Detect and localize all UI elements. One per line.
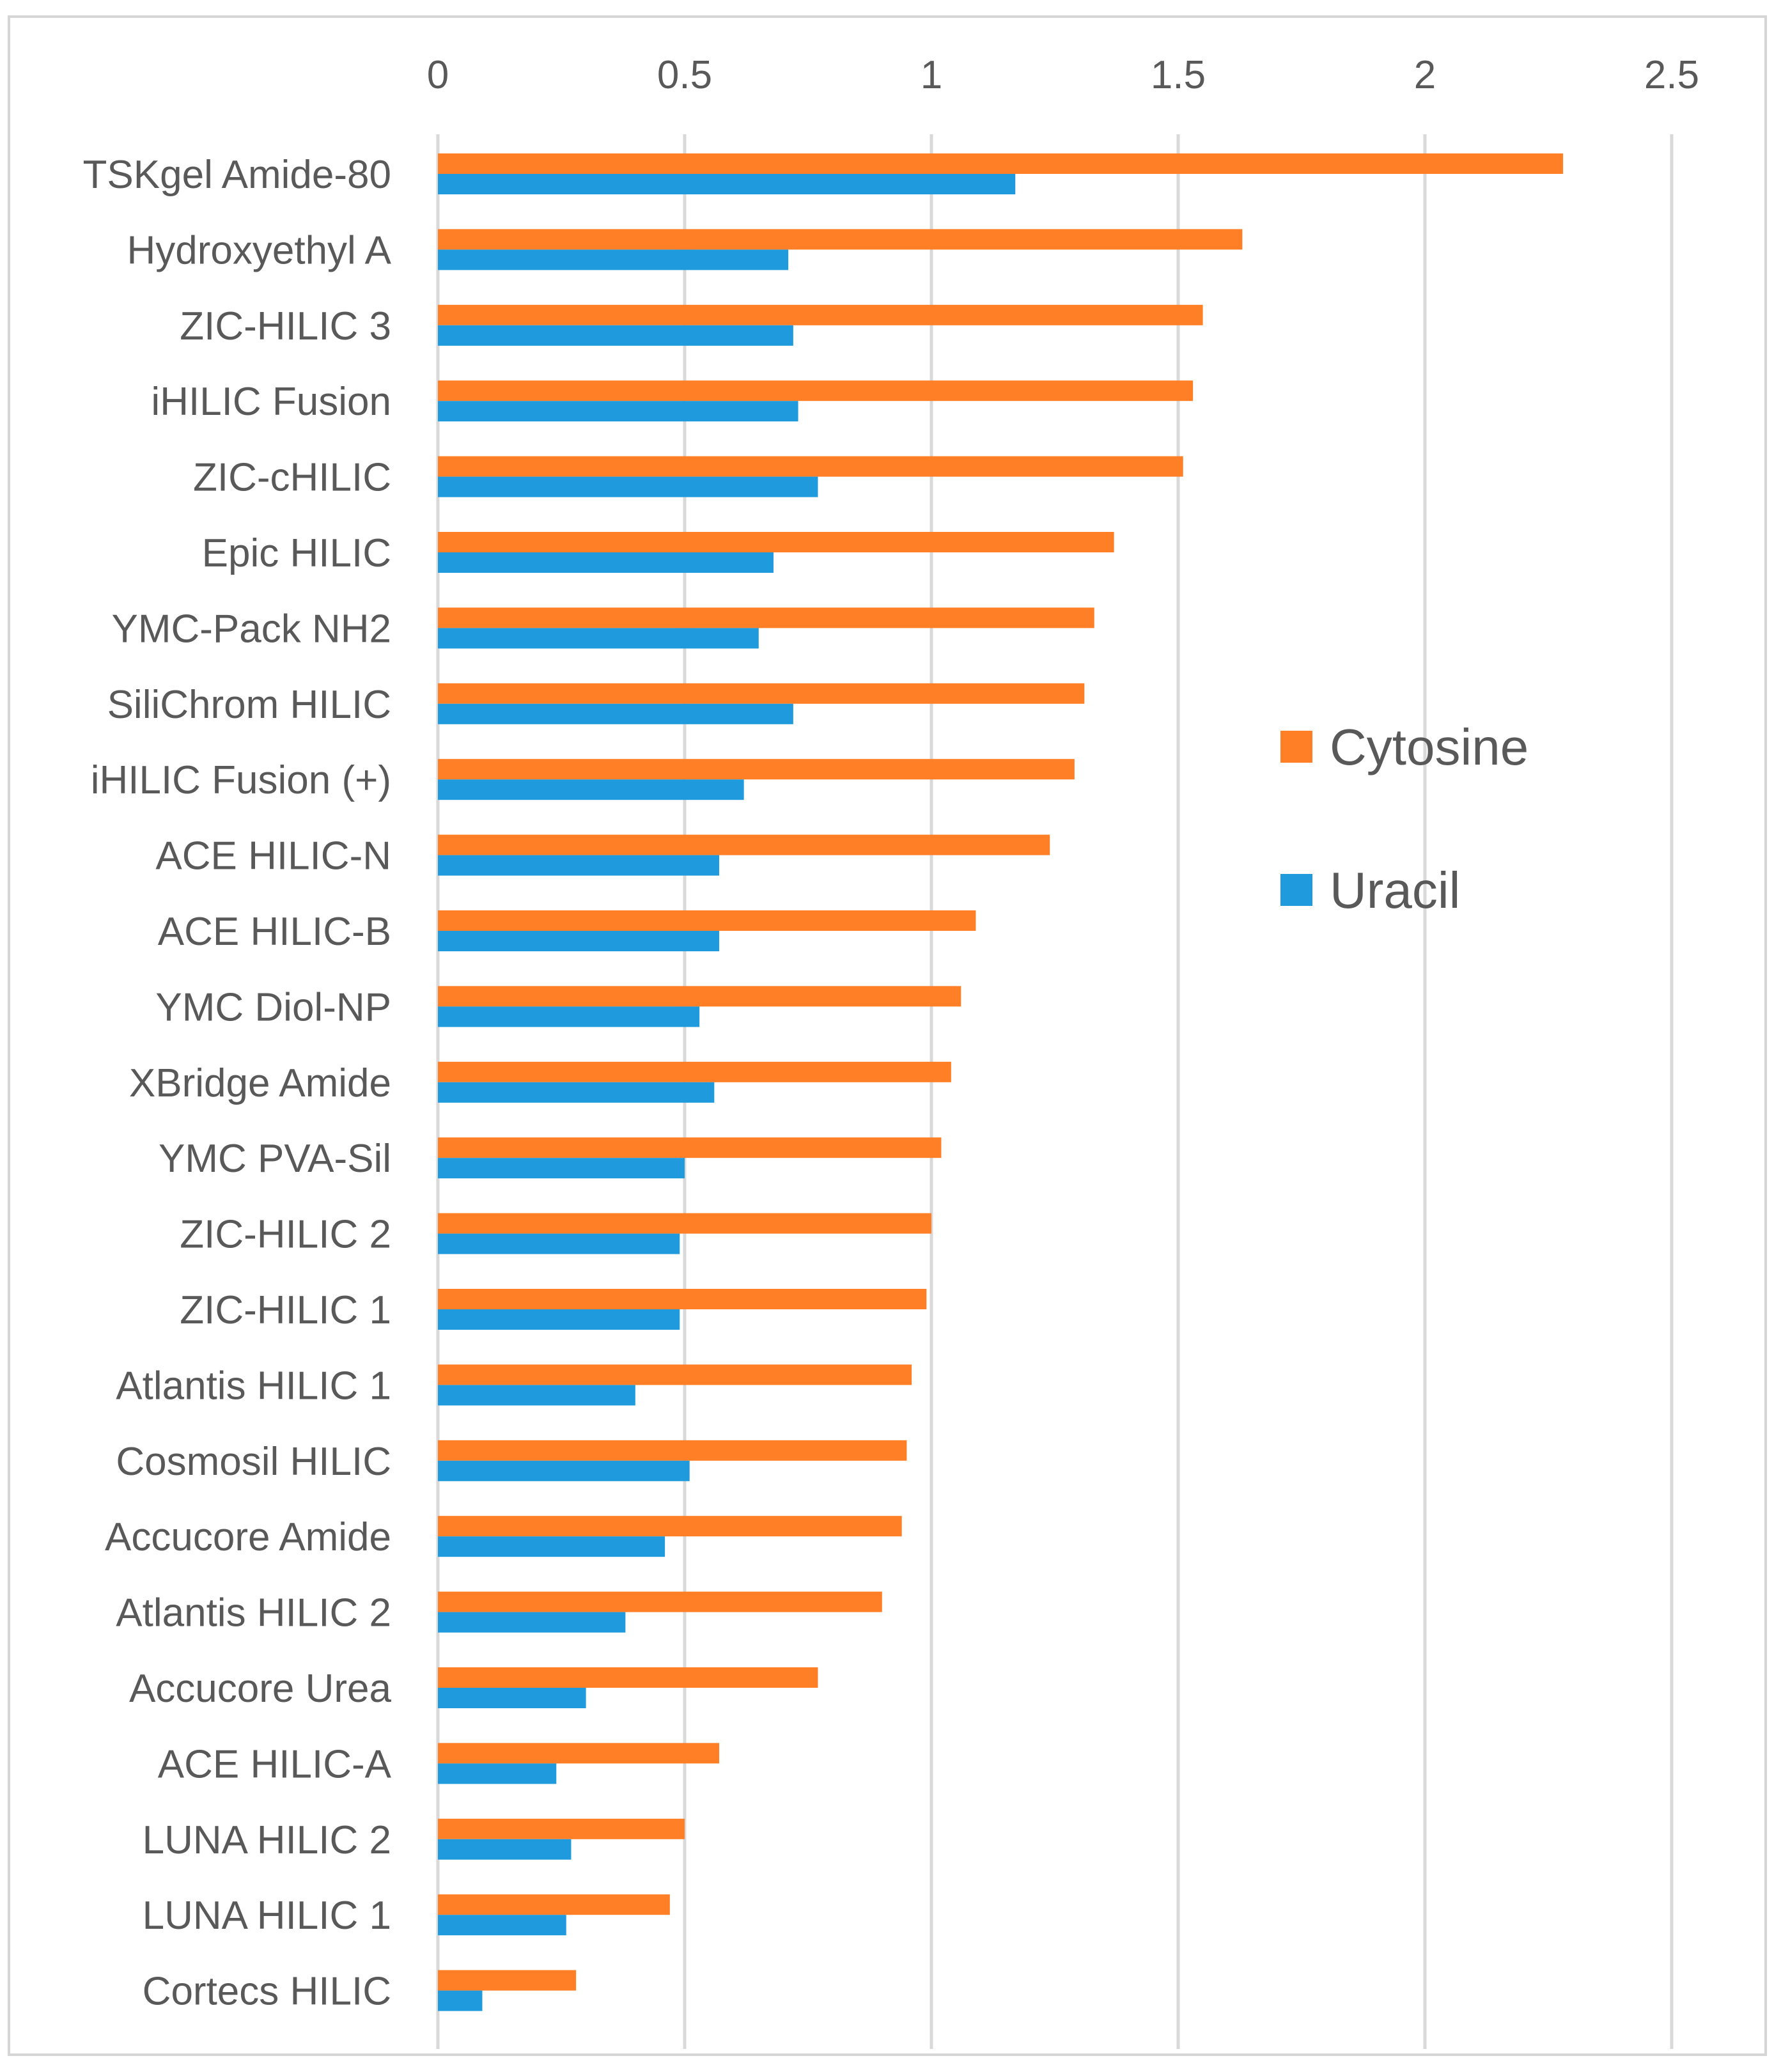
legend: Cytosine Uracil — [1280, 719, 1528, 919]
category-label-hydroxyethyl-a: Hydroxyethyl A — [127, 228, 391, 272]
x-tick-label-2-5: 2.5 — [1644, 53, 1699, 97]
bar-uracil-atlantis-hilic-2 — [438, 1612, 626, 1633]
gridlines — [436, 134, 1674, 2049]
bar-uracil-luna-hilic-2 — [438, 1839, 572, 1860]
bar-uracil-luna-hilic-1 — [438, 1915, 566, 1936]
bar-uracil-epic-hilic — [438, 552, 774, 573]
bar-cytosine-epic-hilic — [438, 532, 1114, 552]
bar-cytosine-zic-hilic-1 — [438, 1289, 927, 1309]
bar-cytosine-atlantis-hilic-2 — [438, 1591, 882, 1612]
legend-label-uracil: Uracil — [1330, 862, 1460, 919]
bar-cytosine-atlantis-hilic-1 — [438, 1364, 912, 1385]
category-label-ymc-pack-nh2: YMC-Pack NH2 — [111, 607, 391, 651]
category-label-atlantis-hilic-1: Atlantis HILIC 1 — [116, 1364, 391, 1408]
x-tick-label-2: 2 — [1414, 53, 1436, 97]
category-label-ymc-diol-np: YMC Diol-NP — [155, 985, 391, 1029]
bar-uracil-zic-hilic-3 — [438, 325, 793, 346]
bar-cytosine-cosmosil-hilic — [438, 1440, 907, 1461]
x-axis-ticks: 0 0.5 1 1.5 2 2.5 — [427, 53, 1699, 97]
bar-cytosine-ihilic-fusion — [438, 759, 1075, 780]
category-label-silichrom-hilic: SiliChrom HILIC — [107, 683, 391, 727]
bar-cytosine-accucore-amide — [438, 1516, 902, 1537]
category-label-accucore-amide: Accucore Amide — [105, 1515, 391, 1559]
bar-cytosine-cortecs-hilic — [438, 1970, 577, 1991]
bar-uracil-cosmosil-hilic — [438, 1460, 690, 1481]
bar-uracil-zic-hilic-2 — [438, 1233, 680, 1254]
category-label-ace-hilic-a: ACE HILIC-A — [158, 1742, 392, 1786]
category-label-atlantis-hilic-2: Atlantis HILIC 2 — [116, 1591, 391, 1635]
bar-cytosine-ymc-diol-np — [438, 986, 961, 1007]
bar-uracil-tskgel-amide-80 — [438, 174, 1016, 194]
bar-cytosine-xbridge-amide — [438, 1061, 951, 1082]
bar-uracil-hydroxyethyl-a — [438, 249, 789, 270]
bar-uracil-atlantis-hilic-1 — [438, 1385, 635, 1406]
category-label-zic-hilic-3: ZIC-HILIC 3 — [180, 304, 391, 348]
chart-frame — [8, 15, 1767, 2056]
bar-cytosine-ihilic-fusion — [438, 380, 1194, 401]
x-tick-label-1: 1 — [921, 53, 942, 97]
bar-cytosine-tskgel-amide-80 — [438, 153, 1564, 174]
legend-swatch-uracil — [1280, 874, 1312, 906]
bar-uracil-accucore-amide — [438, 1536, 665, 1557]
category-label-zic-chilic: ZIC-cHILIC — [193, 456, 391, 500]
x-tick-label-0-5: 0.5 — [657, 53, 712, 97]
bar-cytosine-luna-hilic-2 — [438, 1818, 685, 1839]
bar-uracil-ihilic-fusion — [438, 401, 798, 422]
category-label-luna-hilic-2: LUNA HILIC 2 — [143, 1818, 391, 1862]
category-label-accucore-urea: Accucore Urea — [129, 1667, 392, 1711]
bar-cytosine-ace-hilic-b — [438, 910, 976, 931]
category-label-ihilic-fusion: iHILIC Fusion (+) — [91, 758, 391, 802]
legend-label-cytosine: Cytosine — [1330, 719, 1528, 775]
bar-cytosine-accucore-urea — [438, 1667, 818, 1688]
x-tick-label-0: 0 — [427, 53, 449, 97]
bar-cytosine-zic-hilic-3 — [438, 304, 1203, 325]
bar-cytosine-zic-chilic — [438, 456, 1183, 477]
bar-uracil-ymc-pack-nh2 — [438, 628, 759, 649]
category-label-ymc-pva-sil: YMC PVA-Sil — [159, 1137, 391, 1181]
category-labels: TSKgel Amide-80 Hydroxyethyl A ZIC-HILIC 3… — [83, 153, 392, 2014]
bar-uracil-ace-hilic-a — [438, 1763, 557, 1784]
bar-uracil-cortecs-hilic — [438, 1990, 483, 2011]
bar-cytosine-ace-hilic-a — [438, 1743, 720, 1764]
category-label-ihilic-fusion: iHILIC Fusion — [151, 380, 391, 424]
bar-uracil-accucore-urea — [438, 1688, 586, 1708]
category-label-xbridge-amide: XBridge Amide — [129, 1061, 391, 1105]
bar-uracil-ymc-pva-sil — [438, 1158, 685, 1179]
bar-uracil-ace-hilic-b — [438, 931, 720, 951]
bar-cytosine-ymc-pva-sil — [438, 1137, 942, 1158]
bar-uracil-ihilic-fusion — [438, 779, 744, 800]
category-label-luna-hilic-1: LUNA HILIC 1 — [143, 1894, 391, 1938]
x-tick-label-1-5: 1.5 — [1151, 53, 1206, 97]
bar-cytosine-ymc-pack-nh2 — [438, 607, 1094, 628]
bar-uracil-zic-chilic — [438, 476, 818, 497]
category-label-ace-hilic-b: ACE HILIC-B — [158, 910, 391, 954]
bar-uracil-ymc-diol-np — [438, 1006, 700, 1027]
bars — [438, 153, 1564, 2011]
bar-uracil-xbridge-amide — [438, 1082, 715, 1103]
category-label-zic-hilic-1: ZIC-HILIC 1 — [180, 1288, 391, 1332]
bar-uracil-ace-hilic-n — [438, 855, 720, 876]
bar-cytosine-luna-hilic-1 — [438, 1894, 670, 1915]
bar-uracil-zic-hilic-1 — [438, 1309, 680, 1330]
bar-cytosine-ace-hilic-n — [438, 834, 1050, 855]
bar-uracil-silichrom-hilic — [438, 703, 793, 724]
bar-cytosine-hydroxyethyl-a — [438, 229, 1243, 250]
category-label-cortecs-hilic: Cortecs HILIC — [143, 1970, 391, 2014]
category-label-zic-hilic-2: ZIC-HILIC 2 — [180, 1213, 391, 1257]
bar-cytosine-silichrom-hilic — [438, 683, 1085, 704]
category-label-tskgel-amide-80: TSKgel Amide-80 — [83, 153, 391, 197]
bar-cytosine-zic-hilic-2 — [438, 1213, 931, 1234]
category-label-ace-hilic-n: ACE HILIC-N — [155, 834, 391, 878]
category-label-cosmosil-hilic: Cosmosil HILIC — [116, 1440, 391, 1484]
category-label-epic-hilic: Epic HILIC — [202, 531, 391, 575]
legend-swatch-cytosine — [1280, 731, 1312, 763]
